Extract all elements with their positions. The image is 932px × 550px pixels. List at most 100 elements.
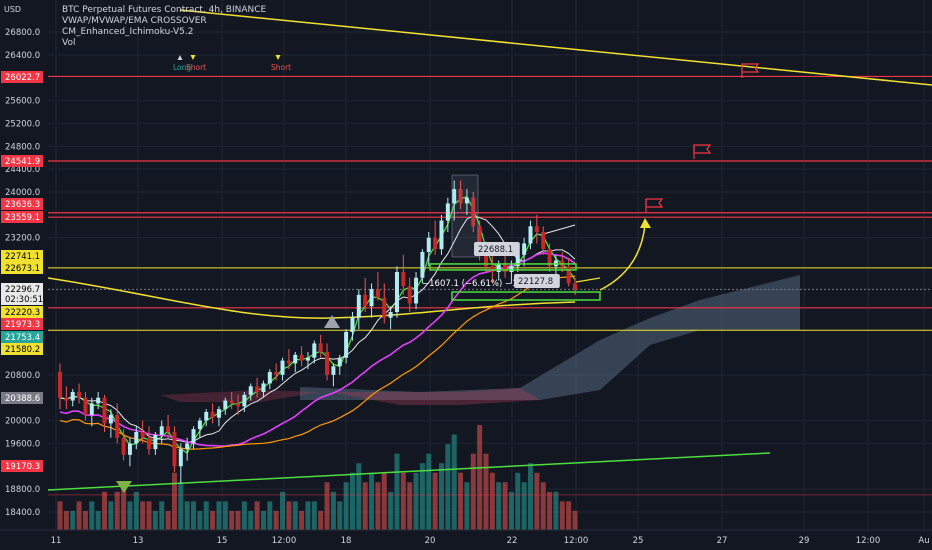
x-tick-label: 20 (425, 536, 436, 546)
volume-bar (235, 510, 241, 530)
projection-arrowhead (640, 218, 651, 228)
volume-bar (108, 501, 114, 530)
volume-bar (216, 501, 222, 530)
volume-bar (502, 482, 508, 530)
volume-bar (299, 510, 305, 530)
gray-triangle (324, 315, 340, 328)
candle-body (445, 203, 450, 221)
price-label: 22220.3 (5, 308, 40, 318)
x-axis-bg (0, 530, 932, 550)
volume-bar (445, 444, 451, 530)
candle-body (293, 354, 298, 364)
x-tick-label: 29 (799, 536, 810, 546)
candle-body (534, 226, 539, 232)
y-tick-label: 24400.0 (5, 165, 40, 175)
volume-bar (159, 501, 165, 530)
volume-bar (127, 501, 133, 530)
indicator-vwap[interactable]: VWAP/MVWAP/EMA CROSSOVER (62, 16, 207, 26)
volume-bar (241, 501, 247, 530)
volume-bar (76, 501, 82, 530)
price-label: 21973.3 (5, 320, 40, 330)
volume-bar (400, 472, 406, 530)
x-tick-label: 18 (341, 536, 352, 546)
candle-body (58, 372, 62, 398)
range-box-upper (429, 263, 577, 271)
candle-body (331, 366, 336, 375)
volume-bar (133, 491, 139, 530)
volume-bar (95, 510, 101, 530)
flag-icon (693, 144, 712, 154)
signal-label: Long (173, 63, 191, 72)
candle-body (394, 272, 399, 312)
candle-body (185, 443, 190, 450)
indicator-lines (59, 196, 601, 454)
candle-body (547, 249, 552, 267)
volume-bar (375, 482, 381, 530)
price-label: 23636.3 (5, 200, 40, 210)
volume-bar (470, 453, 476, 530)
candle-body (573, 283, 577, 290)
x-tick-label: Au (918, 536, 929, 546)
price-label-bg (1, 318, 43, 330)
x-tick-label: 25 (633, 536, 644, 546)
volume-bar (63, 510, 69, 530)
ascending-trendline (47, 452, 771, 491)
candle-body (312, 343, 317, 358)
x-tick-label: 13 (133, 536, 144, 546)
volume-bar (337, 501, 343, 530)
volume-bar (229, 510, 235, 530)
candle-body (452, 189, 457, 204)
x-tick-label: 27 (717, 536, 728, 546)
candle-body (172, 432, 177, 467)
candle-body (483, 252, 488, 267)
candle-body (426, 237, 431, 252)
indicator-volume[interactable]: Vol (62, 38, 76, 48)
y-axis: 26800.0 26400.0 25600.0 25200.0 24800.0 24400… (0, 0, 46, 530)
volume-bar (572, 510, 578, 530)
volume-bar (527, 463, 533, 530)
candle-body (464, 197, 469, 204)
volume-bar (540, 482, 546, 530)
candle-body (477, 226, 482, 252)
volume-bar (419, 463, 425, 530)
volume-bar (362, 482, 368, 530)
volume-bar (566, 501, 572, 530)
volume-bar (330, 491, 336, 530)
candle-body (108, 414, 113, 424)
candle-body (102, 397, 107, 424)
candle-body (363, 294, 368, 307)
volume-bar (343, 482, 349, 530)
volume-bar (286, 501, 292, 530)
candle-body (89, 403, 94, 415)
candle-body (305, 357, 310, 361)
volume-bar (197, 510, 203, 530)
price-label: 22296.7 (5, 285, 40, 295)
price-label: 21580.2 (5, 345, 40, 355)
volume-bar (388, 491, 394, 530)
price-label-bg (1, 392, 43, 404)
ichimoku-cloud (160, 275, 800, 405)
volume-bar (305, 501, 311, 530)
range-box-lower (451, 291, 601, 301)
candle-body (197, 420, 202, 430)
indicator-ichimoku[interactable]: CM_Enhanced_Ichimoku-V5.2 (62, 27, 194, 37)
candle-body (541, 232, 546, 250)
volume-bars (57, 425, 578, 530)
annotation-label: −1607.1 (−6.61%) −16071 (422, 279, 539, 289)
x-tick-label: 12:00 (564, 536, 589, 546)
volume-bar (203, 501, 209, 530)
price-label: 24541.9 (5, 157, 40, 167)
candle-body (420, 252, 425, 278)
candle-body (280, 360, 285, 375)
cloud-bearish (330, 388, 540, 405)
volume-bar (534, 472, 540, 530)
volume-bar (210, 510, 216, 530)
price-label: 23559.1 (5, 213, 40, 223)
volume-bar (280, 491, 286, 530)
candle-body (509, 266, 514, 272)
candle-body (375, 289, 380, 298)
price-label-bg (1, 283, 43, 295)
volume-bar (57, 501, 63, 530)
y-tick-label: 25200.0 (5, 119, 40, 129)
